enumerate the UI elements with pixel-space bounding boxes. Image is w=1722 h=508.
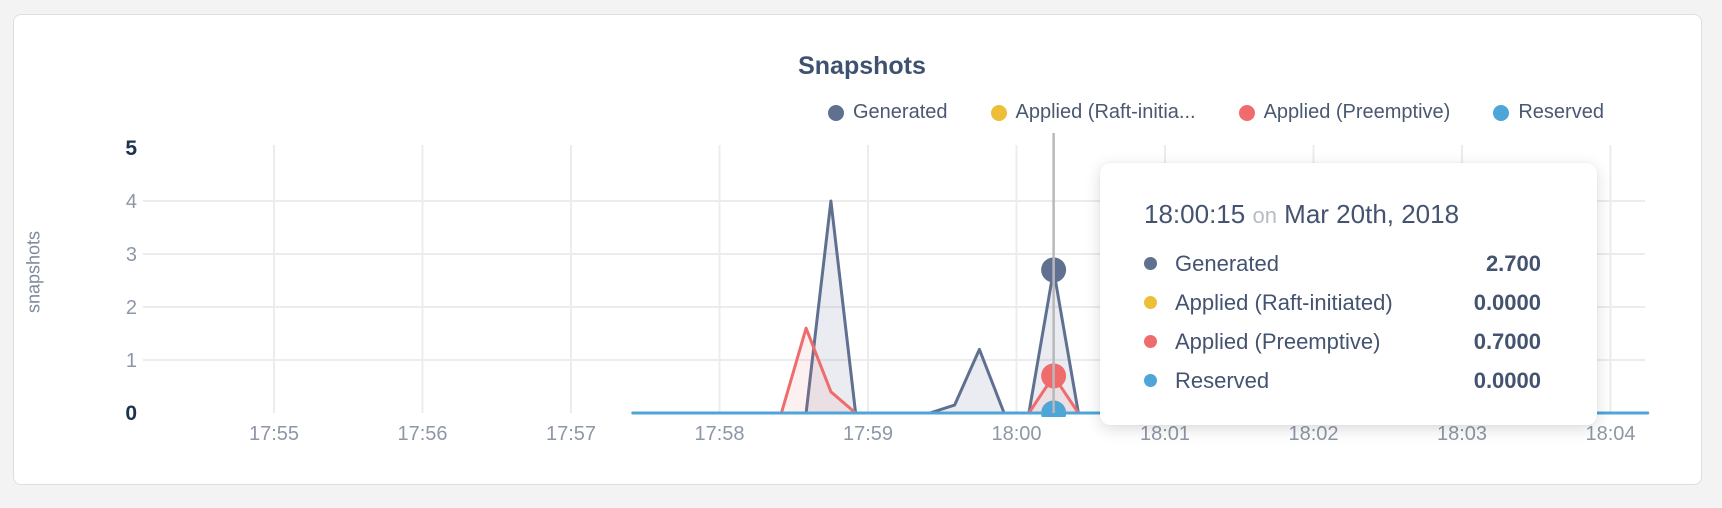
legend-label: Generated <box>853 101 948 123</box>
chart-tooltip: 18:00:15 on Mar 20th, 2018 Generated 2.70… <box>1100 163 1597 425</box>
legend-label: Applied (Preemptive) <box>1263 101 1451 123</box>
y-tick-label: 0 <box>125 402 137 425</box>
tooltip-row: Generated 2.700 <box>1144 244 1541 283</box>
tooltip-time: 18:00:15 <box>1144 199 1246 229</box>
tooltip-series-value: 0.0000 <box>1473 289 1541 315</box>
x-tick-label: 18:00 <box>991 423 1041 445</box>
tooltip-series-dot-icon <box>1144 296 1157 309</box>
tooltip-date: Mar 20th, 2018 <box>1284 199 1460 229</box>
tooltip-header: 18:00:15 on Mar 20th, 2018 <box>1144 199 1541 230</box>
x-tick-label: 17:56 <box>397 423 447 445</box>
legend-label: Applied (Raft-initia... <box>1015 101 1196 123</box>
x-tick-label: 17:59 <box>843 423 893 445</box>
chart-title: Snapshots <box>798 52 926 80</box>
series-area <box>632 201 1648 413</box>
y-tick-label: 2 <box>126 297 137 319</box>
tooltip-series-label: Applied (Preemptive) <box>1175 328 1381 354</box>
tooltip-series-dot-icon <box>1144 374 1157 387</box>
tooltip-rows: Generated 2.700 Applied (Raft-initiated) 0.… <box>1144 244 1541 400</box>
y-tick-label: 1 <box>126 350 137 372</box>
tooltip-series-label: Applied (Raft-initiated) <box>1175 289 1393 315</box>
x-tick-label: 17:55 <box>249 423 299 445</box>
tooltip-row: Applied (Preemptive) 0.7000 <box>1144 322 1541 361</box>
x-tick-label: 18:01 <box>1140 423 1190 445</box>
tooltip-row: Reserved 0.0000 <box>1144 361 1541 400</box>
x-tick-label: 18:04 <box>1585 423 1635 445</box>
tooltip-on-word: on <box>1252 203 1277 228</box>
x-tick-label: 17:57 <box>546 423 596 445</box>
chart-legend: Generated Applied (Raft-initia... Applied … <box>828 101 1604 124</box>
x-tick-label: 17:58 <box>694 423 744 445</box>
tooltip-row: Applied (Raft-initiated) 0.0000 <box>1144 283 1541 322</box>
legend-dot-icon <box>1238 104 1255 121</box>
legend-dot-icon <box>828 104 844 121</box>
legend-item-reserved[interactable]: Reserved <box>1493 101 1604 124</box>
y-axis-label: snapshots <box>23 230 44 314</box>
legend-label: Reserved <box>1518 101 1604 123</box>
x-tick-label: 18:02 <box>1288 423 1338 445</box>
tooltip-series-value: 0.7000 <box>1473 328 1541 354</box>
legend-item-generated[interactable]: Generated <box>828 101 948 124</box>
y-tick-label: 5 <box>125 137 137 160</box>
tooltip-series-label: Reserved <box>1175 367 1270 393</box>
y-tick-label: 4 <box>126 191 137 213</box>
x-tick-label: 18:03 <box>1437 423 1487 445</box>
legend-dot-icon <box>1493 104 1510 121</box>
legend-item-applied-preemptive[interactable]: Applied (Preemptive) <box>1238 101 1451 124</box>
series-line <box>631 199 1650 415</box>
y-tick-label: 3 <box>126 244 137 266</box>
tooltip-series-value: 2.700 <box>1485 250 1541 276</box>
tooltip-series-label: Generated <box>1175 250 1279 276</box>
legend-dot-icon <box>990 104 1007 121</box>
tooltip-series-dot-icon <box>1144 335 1157 348</box>
legend-item-applied-raft-initia[interactable]: Applied (Raft-initia... <box>990 101 1196 124</box>
tooltip-series-value: 0.0000 <box>1473 367 1541 393</box>
tooltip-series-dot-icon <box>1144 257 1157 270</box>
